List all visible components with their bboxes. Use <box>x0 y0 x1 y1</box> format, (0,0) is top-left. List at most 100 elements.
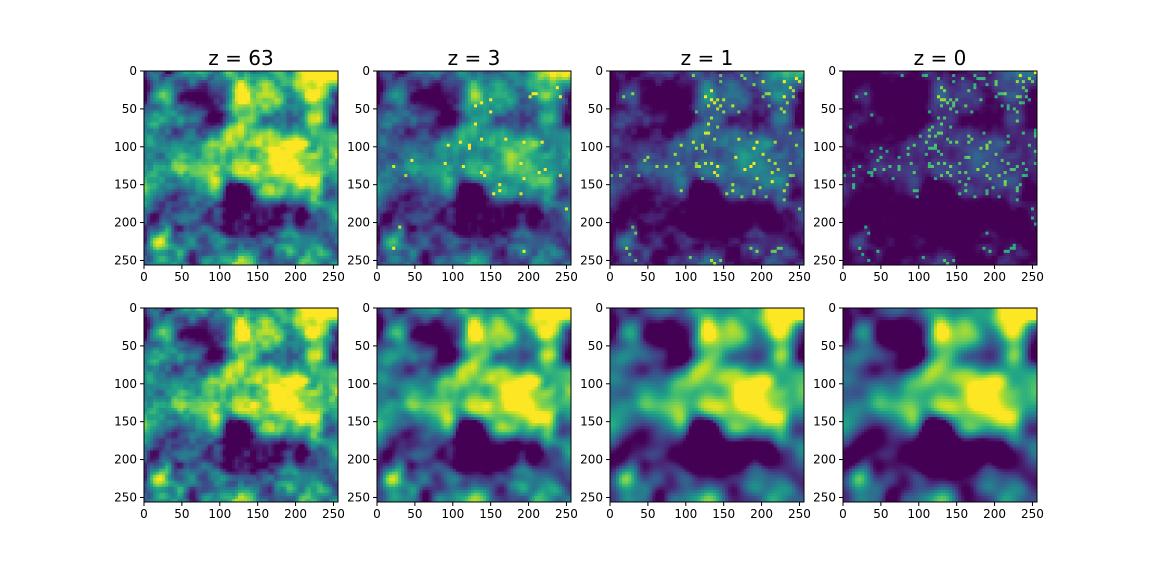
heatmap-cell <box>250 171 254 175</box>
heatmap-cell <box>198 177 202 181</box>
heatmap-cell <box>262 243 266 248</box>
heatmap-cell <box>304 240 309 245</box>
heatmap-cell <box>322 110 327 114</box>
heatmap-cell <box>283 255 287 260</box>
heatmap-cell <box>192 110 196 114</box>
heatmap-cell <box>244 195 248 199</box>
heatmap-cell <box>231 219 236 223</box>
heatmap-cell <box>268 137 272 142</box>
heatmap-cell <box>274 216 278 220</box>
heatmap-cell <box>286 134 290 139</box>
heatmap-cell <box>156 252 160 257</box>
heatmap-cell <box>165 219 169 223</box>
heatmap-cell <box>177 180 181 184</box>
heatmap-cell <box>513 107 517 111</box>
heatmap-cell <box>247 261 251 266</box>
heatmap-cell <box>331 168 336 172</box>
heatmap-cell <box>407 110 411 114</box>
heatmap-cell <box>177 216 181 220</box>
heatmap-cell <box>192 92 196 96</box>
heatmap-cell <box>153 89 157 93</box>
heatmap-cell <box>253 143 257 148</box>
heatmap-cell <box>198 213 202 217</box>
heatmap-cell <box>237 198 242 202</box>
heatmap-cell <box>168 164 172 169</box>
heatmap-cell <box>171 101 175 105</box>
heatmap-cell <box>153 171 157 175</box>
heatmap-cell <box>328 71 333 75</box>
heatmap-cell <box>168 261 172 266</box>
heatmap-cell <box>156 140 160 145</box>
heatmap-cell <box>334 158 339 163</box>
heatmap-cell <box>546 80 551 84</box>
heatmap-cell <box>180 198 184 202</box>
heatmap-cell <box>213 119 218 123</box>
heatmap-cell <box>271 171 275 175</box>
heatmap-cell <box>250 231 254 236</box>
heatmap-cell <box>331 186 336 190</box>
heatmap-cell <box>225 89 230 93</box>
heatmap-cell <box>165 71 169 75</box>
heatmap-cell <box>271 146 275 151</box>
heatmap-cell <box>558 83 563 87</box>
heatmap-cell <box>449 74 454 78</box>
heatmap-cell <box>262 240 266 245</box>
heatmap-cell <box>192 71 196 75</box>
heatmap-cell <box>265 207 269 211</box>
heatmap-cell <box>301 83 306 87</box>
heatmap-cell <box>331 137 336 142</box>
heatmap-cell <box>247 204 251 208</box>
heatmap-cell <box>204 168 209 172</box>
heatmap-cell <box>274 192 278 196</box>
heatmap-cell <box>222 231 227 236</box>
heatmap-cell <box>153 186 157 190</box>
heatmap-cell <box>192 168 196 172</box>
heatmap-cell <box>319 80 324 84</box>
heatmap-cell <box>313 201 318 205</box>
heatmap-cell <box>250 104 254 108</box>
heatmap-cell <box>265 225 269 230</box>
heatmap-cell <box>225 171 230 175</box>
heatmap-cell <box>401 89 405 93</box>
heatmap-cell <box>325 249 330 254</box>
heatmap-cell <box>241 174 245 178</box>
heatmap-cell <box>289 152 293 157</box>
heatmap-cell <box>189 89 193 93</box>
heatmap-cell <box>307 228 312 233</box>
heatmap-cell <box>552 71 557 75</box>
heatmap-cell <box>283 234 287 239</box>
heatmap-cell <box>277 140 281 145</box>
heatmap-cell <box>265 119 269 123</box>
heatmap-cell <box>534 74 539 78</box>
heatmap-cell <box>189 222 193 226</box>
heatmap-cell <box>210 164 215 169</box>
heatmap-cell <box>162 143 166 148</box>
heatmap-cell <box>213 198 218 202</box>
heatmap-cell <box>253 228 257 233</box>
heatmap-cell <box>531 89 536 93</box>
heatmap-cell <box>301 95 306 99</box>
heatmap-cell <box>274 74 278 78</box>
heatmap-cell <box>189 80 193 84</box>
heatmap-cell <box>262 258 266 263</box>
heatmap-cell <box>507 92 511 96</box>
heatmap-cell <box>452 92 457 96</box>
heatmap-cell <box>434 110 439 114</box>
heatmap-cell <box>159 89 163 93</box>
heatmap-cell <box>198 107 202 111</box>
heatmap-cell <box>410 74 414 78</box>
heatmap-cell <box>498 80 502 84</box>
heatmap-cell <box>331 86 336 90</box>
heatmap-cell <box>289 258 293 263</box>
heatmap-cell <box>313 140 318 145</box>
heatmap-cell <box>461 74 466 78</box>
heatmap-cell <box>440 92 445 96</box>
heatmap-cell <box>219 195 224 199</box>
heatmap-cell <box>171 77 175 81</box>
heatmap-cell <box>210 107 215 111</box>
heatmap-cell <box>313 161 318 166</box>
heatmap-cell <box>274 201 278 205</box>
heatmap-cell <box>265 192 269 196</box>
heatmap-cell <box>316 98 321 102</box>
heatmap-cell <box>292 152 296 157</box>
